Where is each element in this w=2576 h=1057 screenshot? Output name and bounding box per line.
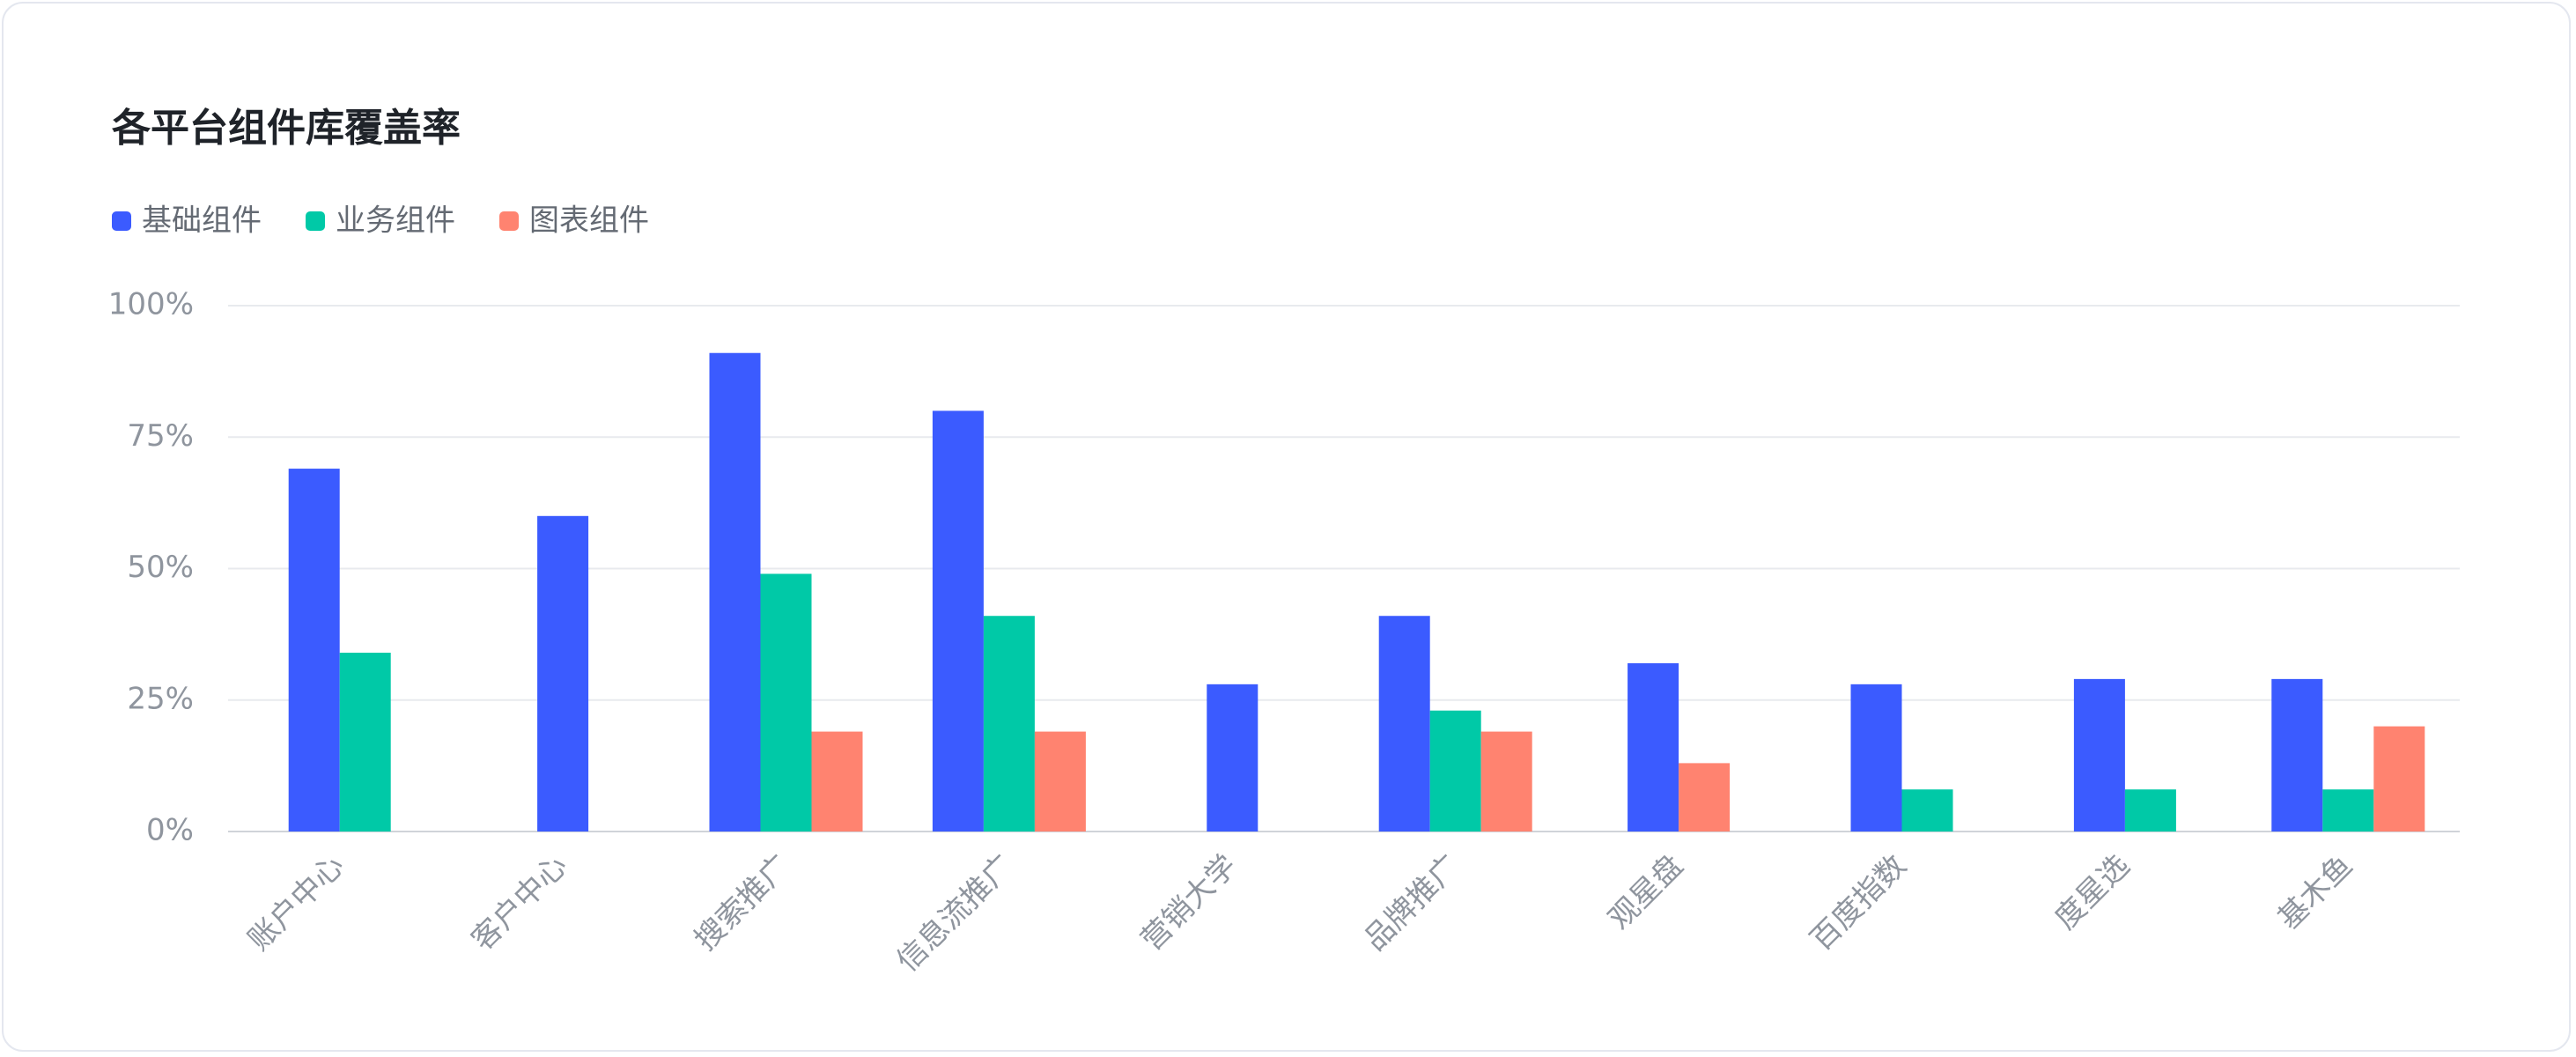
bar: [2322, 789, 2374, 832]
bar: [1034, 731, 1086, 832]
bar: [760, 573, 812, 832]
y-tick-label: 75%: [127, 418, 194, 454]
y-tick-label: 0%: [146, 813, 194, 848]
bar: [1628, 662, 1679, 832]
legend-label: 图表组件: [529, 203, 649, 239]
x-tick-label: 营销大学: [1134, 848, 1244, 957]
bar: [288, 469, 340, 832]
bar: [1378, 616, 1430, 832]
y-tick-label: 25%: [127, 681, 194, 716]
bar: [1679, 763, 1731, 832]
bar: [1480, 731, 1532, 832]
bar: [2073, 678, 2125, 832]
x-tick-label: 信息流推广: [889, 848, 1020, 979]
bar: [1901, 789, 1953, 832]
x-tick-label: 度星选: [2048, 848, 2137, 936]
bar: [1429, 710, 1481, 832]
x-tick-label: 客户中心: [465, 848, 574, 957]
x-tick-label: 品牌推广: [1357, 848, 1466, 957]
legend-swatch: [306, 211, 325, 231]
y-tick-label: 100%: [108, 287, 194, 322]
x-tick-label: 账户中心: [241, 848, 351, 957]
y-tick-label: 50%: [127, 550, 194, 585]
legend-swatch: [112, 211, 131, 231]
bar: [983, 616, 1035, 832]
bar: [811, 731, 863, 832]
x-tick-label: 观星盘: [1602, 848, 1690, 936]
bar: [1850, 684, 1902, 832]
bar: [2124, 789, 2176, 832]
bar: [2373, 726, 2425, 832]
bar: [932, 410, 984, 832]
x-tick-label: 百度指数: [1804, 848, 1913, 957]
legend-label: 业务组件: [336, 203, 455, 239]
bar: [2271, 678, 2323, 832]
bar: [1207, 684, 1258, 832]
x-tick-label: 基木鱼: [2271, 848, 2359, 936]
legend-swatch: [499, 211, 519, 231]
chart-title: 各平台组件库覆盖率: [112, 106, 461, 151]
bar: [709, 352, 761, 832]
bar: [537, 515, 589, 832]
legend-label: 基础组件: [142, 203, 262, 239]
x-tick-label: 搜索推广: [688, 848, 797, 957]
bar: [339, 653, 391, 832]
